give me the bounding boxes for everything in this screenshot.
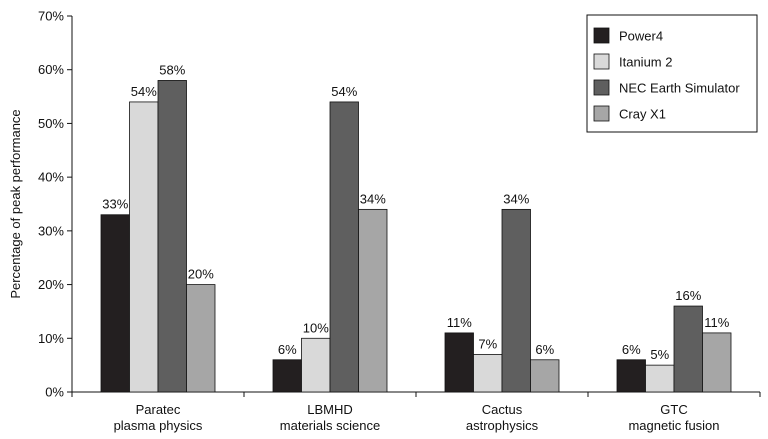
x-tick-label-sub: magnetic fusion	[628, 418, 719, 433]
bar	[100, 214, 130, 393]
y-tick-label: 20%	[38, 277, 64, 292]
data-label: 54%	[331, 84, 357, 99]
x-tick-label: LBMHD	[307, 402, 353, 417]
data-label: 20%	[188, 267, 214, 282]
data-label: 34%	[360, 191, 386, 206]
bar	[702, 332, 732, 393]
legend-swatch	[593, 53, 610, 70]
legend-label: Cray X1	[619, 107, 666, 122]
data-label: 58%	[159, 62, 185, 77]
y-tick-label: 60%	[38, 62, 64, 77]
legend: Power4 Itanium 2 NEC Earth Simulator Cray X…	[586, 14, 758, 133]
data-label: 10%	[303, 320, 329, 335]
x-tick-label: Paratec	[136, 402, 181, 417]
y-tick-label: 0%	[45, 385, 64, 400]
data-labels: 33%54%58%20%6%10%54%34%11%7%34%6% 6% 5%16%…	[102, 62, 729, 362]
bar	[272, 359, 302, 393]
bar	[157, 80, 187, 393]
y-axis-label: Percentage of peak performance	[8, 109, 23, 298]
legend-label: NEC Earth Simulator	[619, 81, 740, 96]
data-label: 6%	[278, 342, 297, 357]
legend-swatch	[593, 79, 610, 96]
x-tick-label-sub: astrophysics	[466, 418, 539, 433]
bar	[616, 359, 646, 393]
bar	[645, 364, 675, 393]
bar	[530, 359, 560, 393]
data-label: 34%	[503, 191, 529, 206]
y-tick-label: 50%	[38, 116, 64, 131]
bar	[186, 284, 216, 393]
bar	[358, 208, 388, 393]
x-tick-label-sub: plasma physics	[114, 418, 203, 433]
data-label: 5%	[650, 347, 669, 362]
bar	[129, 101, 159, 393]
data-label: 6%	[535, 342, 554, 357]
bar	[444, 332, 474, 393]
x-tick-label: Cactus	[482, 402, 523, 417]
bar	[329, 101, 359, 393]
legend-swatch	[593, 27, 610, 44]
data-label: 11%	[704, 315, 729, 330]
bars	[100, 80, 732, 393]
y-tick-label: 30%	[38, 223, 64, 238]
x-tick-label: GTC	[660, 402, 687, 417]
legend-box	[586, 14, 758, 133]
data-label: 33%	[102, 197, 128, 212]
y-tick-label: 10%	[38, 331, 64, 346]
legend-label: Power4	[619, 29, 663, 44]
data-label: 54%	[131, 84, 157, 99]
data-label: 7%	[478, 336, 497, 351]
y-tick-label: 70%	[38, 9, 64, 24]
data-label: 11%	[447, 315, 472, 330]
legend-swatch	[593, 105, 610, 122]
data-label: 6%	[622, 342, 641, 357]
bar	[473, 353, 503, 393]
bar	[301, 337, 331, 393]
x-tick-label-sub: materials science	[280, 418, 380, 433]
y-tick-label: 40%	[38, 170, 64, 185]
bar	[501, 208, 531, 393]
data-label: 16%	[675, 288, 701, 303]
legend-label: Itanium 2	[619, 55, 672, 70]
bar	[673, 305, 703, 393]
